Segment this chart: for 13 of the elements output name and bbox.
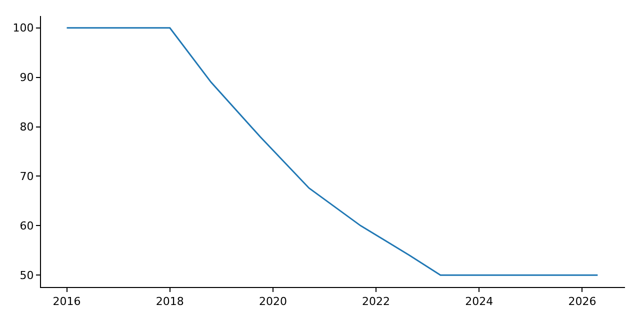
y-tick-label: 80 xyxy=(20,120,34,134)
x-tick-label: 2016 xyxy=(52,295,81,308)
y-tick-label: 100 xyxy=(12,22,34,35)
y-tick-label: 90 xyxy=(20,71,34,84)
x-tick-label: 2024 xyxy=(465,295,494,308)
x-tick-label: 2018 xyxy=(156,295,184,308)
y-tick-label: 60 xyxy=(20,220,34,233)
y-tick-label: 70 xyxy=(20,170,34,184)
x-tick-label: 2026 xyxy=(568,295,596,308)
y-tick-label: 50 xyxy=(20,268,34,282)
line-series xyxy=(66,27,598,276)
x-tick-label: 2020 xyxy=(258,295,287,308)
x-tick-label: 2022 xyxy=(362,295,390,308)
